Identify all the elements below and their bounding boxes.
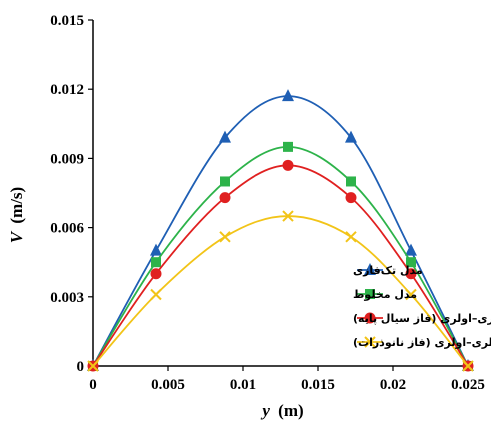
data-point bbox=[150, 268, 162, 280]
axes: 0 0.003 0.006 0.009 0.012 0.015 0 0.005 0.01 0.01… bbox=[50, 13, 485, 393]
legend-item: مدل اولری–اولری (فاز نانوذرات) bbox=[353, 336, 491, 349]
x-axis-variable: y bbox=[260, 401, 270, 420]
data-point bbox=[345, 231, 357, 243]
data-point bbox=[462, 360, 474, 372]
data-point bbox=[282, 89, 294, 102]
data-point bbox=[87, 360, 99, 372]
y-tick-label: 0.012 bbox=[50, 82, 84, 98]
x-marker-stroke bbox=[462, 360, 474, 372]
x-tick-label: 0.025 bbox=[451, 377, 485, 393]
legend-label: مدل اولری–اولری (فاز سیال پایه) bbox=[353, 312, 491, 325]
data-point bbox=[405, 288, 417, 301]
x-tick-label: 0.02 bbox=[380, 377, 406, 393]
x-axis-label: y (m) bbox=[260, 401, 303, 420]
series-4 bbox=[87, 210, 474, 372]
data-point bbox=[219, 130, 231, 143]
y-axis-label: V (m/s) bbox=[7, 187, 26, 243]
y-axis-unit: (m/s) bbox=[7, 187, 26, 224]
x-marker-stroke bbox=[405, 288, 417, 301]
y-tick-label: 0.006 bbox=[50, 221, 84, 237]
data-point bbox=[345, 130, 357, 143]
legend-label: مدل تک‌فازی bbox=[353, 264, 423, 277]
legend: مدل تک‌فازی مدل مخلوط مدل اولری–اولری (فاز… bbox=[353, 263, 491, 349]
data-point bbox=[150, 288, 162, 301]
series-1 bbox=[87, 89, 474, 371]
legend-item: مدل اولری–اولری (فاز سیال پایه) bbox=[353, 312, 491, 325]
x-marker-stroke bbox=[87, 360, 99, 372]
legend-marker bbox=[364, 336, 376, 348]
legend-marker bbox=[365, 289, 375, 299]
data-point bbox=[220, 176, 230, 187]
x-marker-stroke bbox=[150, 288, 162, 301]
y-tick-label: 0 bbox=[77, 359, 85, 375]
data-point bbox=[151, 257, 161, 268]
x-marker-stroke bbox=[219, 231, 231, 243]
x-marker-stroke bbox=[282, 210, 294, 222]
data-point bbox=[219, 192, 231, 204]
legend-item: مدل مخلوط bbox=[353, 288, 417, 301]
y-tick-label: 0.009 bbox=[50, 151, 84, 167]
x-tick-label: 0.015 bbox=[301, 377, 335, 393]
x-tick-label: 0.01 bbox=[230, 377, 256, 393]
legend-label: مدل مخلوط bbox=[353, 288, 417, 301]
y-axis-variable: V bbox=[7, 230, 26, 243]
legend-label: مدل اولری–اولری (فاز نانوذرات) bbox=[353, 336, 491, 349]
data-point bbox=[346, 176, 356, 187]
data-point bbox=[283, 141, 293, 152]
legend-item: مدل تک‌فازی bbox=[353, 263, 423, 277]
data-point bbox=[345, 192, 357, 204]
x-marker-stroke bbox=[364, 336, 376, 348]
series-group bbox=[87, 89, 474, 372]
series-line bbox=[92, 95, 469, 367]
x-tick-label: 0.005 bbox=[151, 377, 185, 393]
x-axis-unit: (m) bbox=[278, 401, 303, 420]
data-point bbox=[150, 243, 162, 256]
legend-marker bbox=[364, 263, 376, 275]
legend-marker bbox=[364, 312, 376, 324]
data-point bbox=[406, 257, 416, 268]
data-point bbox=[219, 231, 231, 243]
x-marker-stroke bbox=[345, 231, 357, 243]
y-tick-label: 0.003 bbox=[50, 290, 84, 306]
y-tick-label: 0.015 bbox=[50, 13, 84, 29]
x-tick-label: 0 bbox=[89, 377, 97, 393]
data-point bbox=[405, 243, 417, 256]
data-point bbox=[282, 210, 294, 222]
data-point bbox=[282, 159, 294, 171]
data-point bbox=[405, 268, 417, 280]
series-line bbox=[92, 145, 469, 367]
